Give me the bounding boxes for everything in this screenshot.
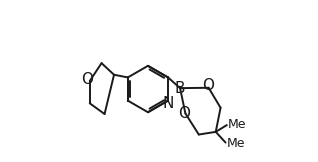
- Text: O: O: [82, 72, 93, 87]
- Text: B: B: [175, 81, 185, 96]
- Text: O: O: [178, 106, 190, 121]
- Text: O: O: [202, 79, 214, 93]
- Text: Me: Me: [226, 138, 245, 150]
- Text: N: N: [163, 96, 174, 111]
- Text: Me: Me: [228, 118, 246, 131]
